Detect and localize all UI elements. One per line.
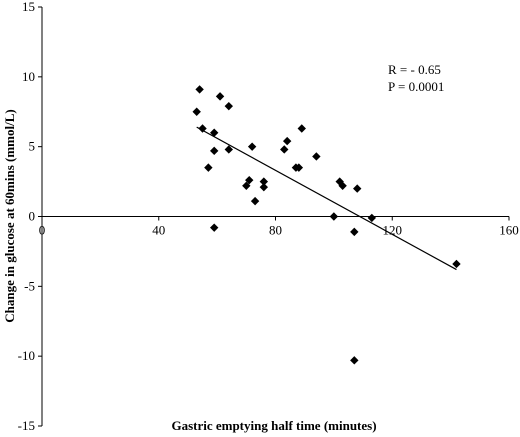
data-point: [367, 213, 377, 223]
data-point: [329, 212, 339, 221]
annotation-r-value: R = - 0.65: [388, 62, 441, 77]
data-point: [224, 145, 233, 154]
data-point: [280, 145, 289, 154]
data-point: [452, 259, 461, 269]
y-axis-title: Change in glucose at 60mins (mmol/L): [2, 109, 17, 322]
annotation-p-value: P = 0.0001: [388, 79, 444, 94]
data-point: [350, 227, 359, 237]
trendline-layer: [196, 126, 457, 271]
data-point: [192, 107, 201, 116]
axes-layer: -15 -10 -5 0 5 10 15 0 40 80 120 160: [18, 0, 519, 433]
data-point: [259, 177, 269, 186]
data-point: [350, 356, 359, 365]
x-tick-label: 0: [39, 223, 46, 238]
data-point: [210, 223, 219, 232]
data-point: [242, 181, 251, 190]
y-tick-label: -5: [24, 278, 35, 293]
data-point: [215, 92, 225, 101]
data-point: [294, 163, 304, 172]
points-layer: [192, 85, 461, 365]
data-point: [282, 136, 292, 146]
data-point: [353, 184, 362, 193]
y-tick-label: 10: [22, 69, 35, 84]
data-point: [247, 142, 257, 151]
data-point: [259, 182, 269, 192]
data-point: [210, 146, 219, 156]
data-point: [198, 124, 207, 133]
data-point: [224, 101, 233, 111]
data-point: [210, 128, 219, 137]
data-point: [312, 152, 321, 161]
data-point: [250, 196, 260, 206]
data-point: [297, 124, 306, 133]
x-tick-label: 40: [152, 223, 165, 238]
y-tick-label: 0: [29, 209, 36, 224]
trendline: [196, 126, 457, 271]
data-point: [204, 163, 213, 172]
y-tick-label: 15: [22, 0, 35, 14]
data-point: [195, 85, 204, 94]
x-tick-label: 80: [269, 223, 282, 238]
x-tick-label: 160: [499, 223, 519, 238]
x-axis-title: Gastric emptying half time (minutes): [171, 418, 376, 433]
labels-layer: R = - 0.65 P = 0.0001 Gastric emptying h…: [2, 62, 444, 433]
y-tick-label: 5: [29, 139, 36, 154]
x-tick-label: 120: [383, 223, 403, 238]
data-point: [338, 181, 347, 190]
y-tick-label: -10: [18, 348, 35, 363]
y-tick-label: -15: [18, 418, 35, 433]
data-point: [245, 175, 254, 185]
